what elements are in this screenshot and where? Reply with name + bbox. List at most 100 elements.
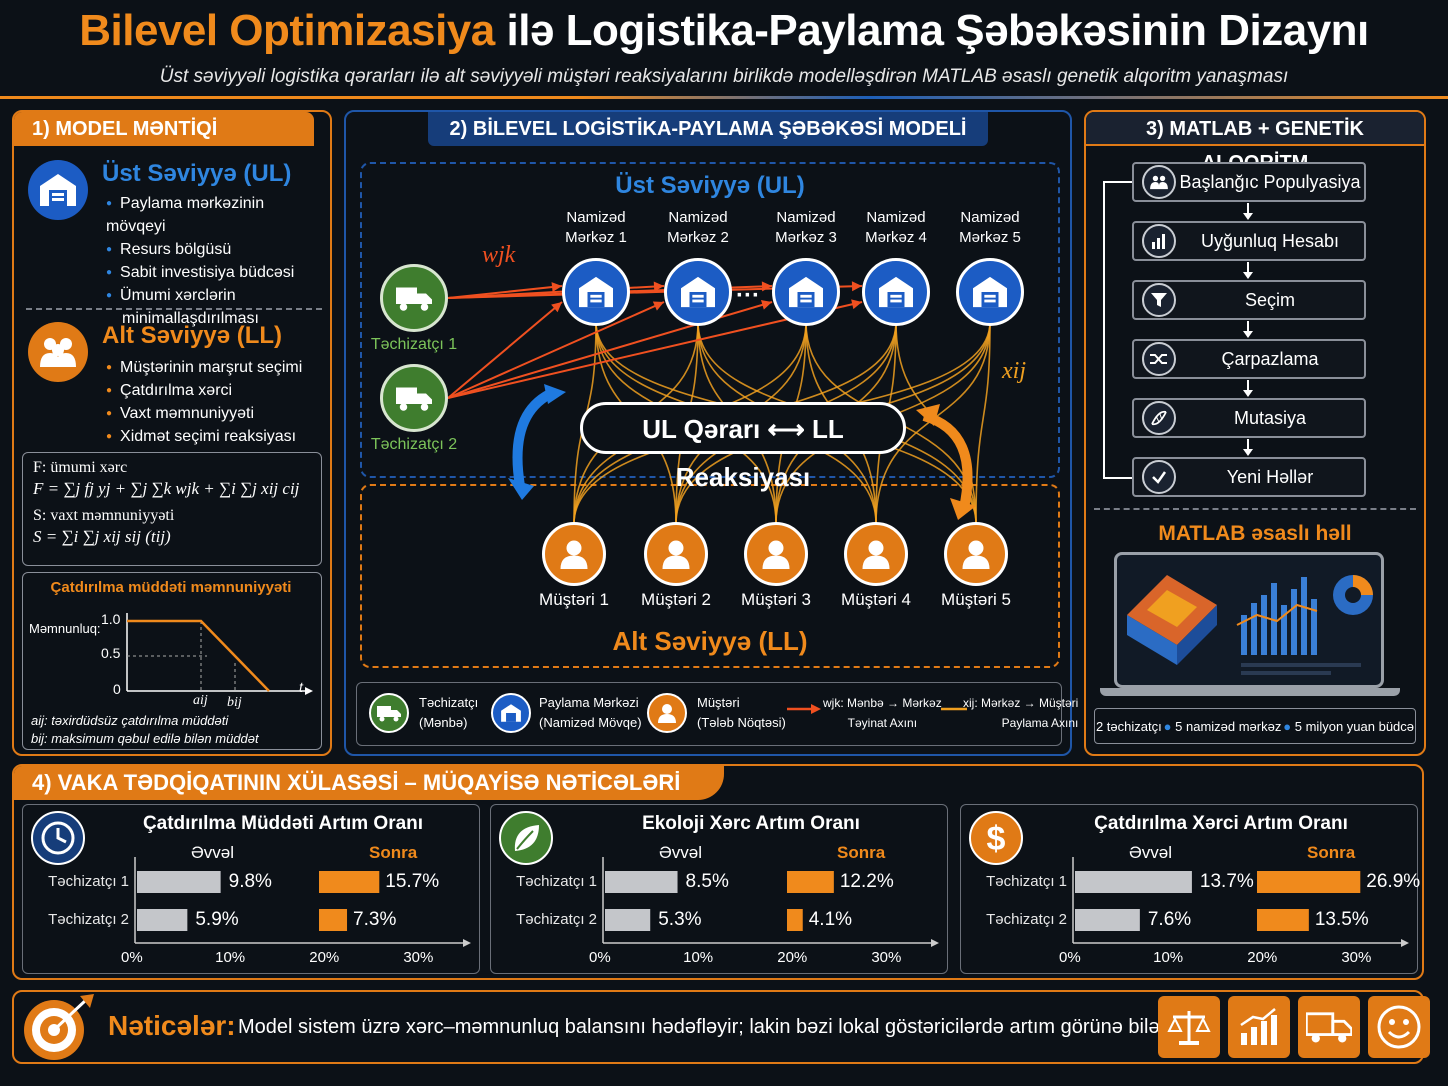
- before-value: 13.7%: [1199, 871, 1254, 892]
- before-label: Əvvəl: [191, 843, 235, 862]
- arrowhead: [551, 282, 562, 293]
- ga-step: Çarpazlama: [1132, 339, 1366, 379]
- model-logic-panel: 1) MODEL MƏNTİQİ Üst Səviyyə (UL) Paylam…: [12, 110, 332, 756]
- tick-label: 30%: [403, 949, 434, 966]
- ga-step: Seçim: [1132, 280, 1366, 320]
- ga-step: Yeni Həllər: [1132, 457, 1366, 497]
- header-divider: [0, 96, 1448, 99]
- tick-label: 20%: [777, 949, 808, 966]
- down-arrow-icon: [1242, 380, 1254, 398]
- center-label: Namizəd Mərkəz 5: [959, 209, 1021, 246]
- ll-zone: [360, 484, 1060, 668]
- after-value: 7.3%: [353, 909, 397, 930]
- after-bar: [319, 871, 380, 893]
- tick-label: 0.5: [101, 645, 121, 661]
- warehouse-icon: [956, 258, 1024, 326]
- list-item: Vaxt məmnuniyyəti: [106, 402, 326, 425]
- after-bar: [1257, 909, 1309, 931]
- arrowhead: [652, 301, 664, 311]
- before-bar: [605, 909, 651, 931]
- legend: Təchizatçı (Mənbə) Paylama Mərkəzi (Nami…: [356, 682, 1078, 746]
- before-value: 8.5%: [685, 871, 729, 892]
- row-label: Təchizatçı 2: [48, 911, 129, 928]
- stat-centers: ● 5 namizəd mərkəz: [1163, 718, 1282, 734]
- ga-step-label: Yeni Həllər: [1226, 466, 1314, 487]
- customer-icon: [542, 522, 606, 586]
- before-label: Əvvəl: [1129, 843, 1173, 862]
- laptop-icon: [1114, 552, 1384, 688]
- loop-arrow: [1103, 177, 1142, 479]
- before-bar: [1075, 909, 1140, 931]
- bar-chart-svg: [1072, 857, 1409, 947]
- a-label: aij: [193, 693, 208, 708]
- warehouse-icon: [862, 258, 930, 326]
- before-bar: [1075, 871, 1192, 893]
- ga-step: Mutasiya: [1132, 398, 1366, 438]
- bar-chart-svg: [602, 857, 939, 947]
- before-label: Əvvəl: [659, 843, 703, 862]
- panel-title: 1) MODEL MƏNTİQİ: [14, 112, 314, 146]
- tick-label: 30%: [871, 949, 902, 966]
- warehouse-icon: [491, 693, 531, 733]
- laptop-base: [1100, 688, 1400, 696]
- ul-zone: [360, 162, 1060, 478]
- after-bar: [319, 909, 348, 931]
- after-bar: [787, 871, 834, 893]
- page-subtitle: Üst səviyyəli logistika qərarları ilə al…: [159, 66, 1289, 87]
- comparison-chart: $ Çatdırılma Xərci Artım Oranı Əvvəl Sonra T…: [960, 804, 1420, 974]
- sat-ylabel: Məmnunluq:: [29, 621, 101, 636]
- warehouse-icon: [28, 160, 88, 220]
- truck-icon: [1298, 996, 1360, 1058]
- tick-label: 0%: [121, 949, 143, 966]
- after-value: 13.5%: [1314, 909, 1369, 930]
- note-b: bij: maksimum qəbul edilə bilən müddət: [31, 731, 259, 746]
- tick-label: 10%: [1153, 949, 1184, 966]
- before-value: 5.3%: [658, 909, 702, 930]
- down-arrow-icon: [1242, 262, 1254, 280]
- matlab-title: MATLAB əsaslı həll: [1158, 522, 1352, 545]
- f-formula: F = ∑j fj yj + ∑j ∑k wjk + ∑i ∑j xij cij: [33, 479, 300, 498]
- f-label: F: ümumi xərc: [33, 459, 128, 476]
- before-value: 7.6%: [1147, 909, 1192, 930]
- tick-label: 10%: [215, 949, 246, 966]
- target-icon: [24, 994, 94, 1060]
- comparison-chart: Çatdırılma Müddəti Artım Oranı Əvvəl Sonra…: [22, 804, 480, 974]
- cycle-arrow-orange-icon: [916, 404, 976, 520]
- before-bar: [137, 909, 188, 931]
- after-value: 4.1%: [808, 909, 853, 930]
- wjk-label: wjk: [482, 242, 516, 268]
- customer-icon: [644, 522, 708, 586]
- s-formula: S = ∑i ∑j xij sij (tij): [33, 527, 171, 546]
- arrowhead: [851, 299, 862, 310]
- customer-label: Müştəri 2: [641, 590, 711, 609]
- ul-list: Paylama mərkəzinin mövqeyi Resurs bölgüs…: [106, 192, 326, 330]
- s-label: S: vaxt məmnuniyyəti: [33, 507, 175, 524]
- center-label: Namizəd Mərkəz 2: [667, 209, 729, 246]
- before-value: 9.8%: [228, 871, 272, 892]
- panel-title: 4) VAKA TƏDQİQATININ XÜLASƏSİ – MÜQAYİSƏ…: [14, 766, 724, 800]
- after-value: 12.2%: [839, 871, 894, 892]
- tick-label: 1.0: [101, 611, 121, 627]
- ll-list: Müştərinin marşrut seçimi Çatdırılma xər…: [106, 356, 326, 448]
- center-label: Namizəd Mərkəz 1: [565, 209, 627, 246]
- formula-box: F: ümumi xərc F = ∑j fj yj + ∑j ∑k wjk +…: [22, 452, 322, 566]
- after-label: Sonra: [837, 843, 886, 862]
- comparison-chart: Ekoloji Xərc Artım Oranı Əvvəl Sonra Təchiz…: [490, 804, 948, 974]
- conclusion-text: Model sistem üzrə xərc–məmnunluq balansı…: [238, 1016, 1171, 1038]
- shuffle-icon: [1142, 342, 1176, 376]
- network-model-panel: 2) BİLEVEL LOGİSTİKA-PAYLAMA ŞƏBƏKƏSİ MO…: [344, 110, 1078, 756]
- growth-chart-icon: [1228, 996, 1290, 1058]
- tick-label: 0%: [589, 949, 611, 966]
- supplier-label: Təchizatçı 2: [370, 436, 458, 453]
- before-bar: [137, 871, 221, 893]
- orange-line-icon: [941, 707, 967, 711]
- t-label: t: [299, 679, 303, 695]
- list-item: Çatdırılma xərci: [106, 379, 326, 402]
- arrowhead: [760, 300, 772, 310]
- row-label: Təchizatçı 1: [516, 873, 597, 890]
- warehouse-icon: [664, 258, 732, 326]
- legend-customer: Müştəri (Tələb Nöqtəsi): [697, 695, 786, 730]
- tick-label: 0: [113, 681, 121, 697]
- stat-suppliers: 2 təchizatçı: [1095, 718, 1162, 734]
- xij-flow: [975, 321, 991, 525]
